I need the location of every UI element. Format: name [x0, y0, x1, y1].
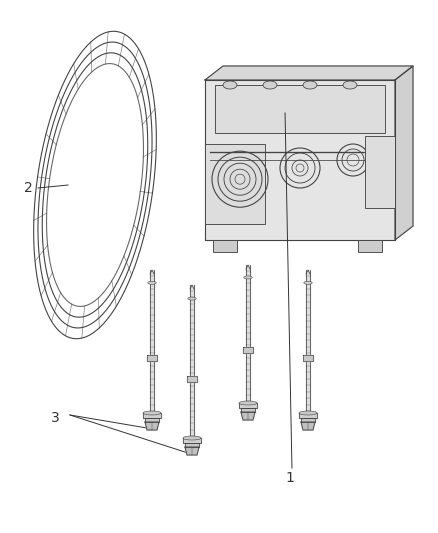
Polygon shape — [145, 418, 159, 422]
Polygon shape — [183, 438, 201, 443]
Ellipse shape — [143, 411, 161, 415]
Polygon shape — [303, 355, 313, 361]
Polygon shape — [190, 285, 194, 438]
Text: 1: 1 — [286, 471, 294, 485]
FancyBboxPatch shape — [365, 136, 395, 208]
Polygon shape — [145, 422, 159, 430]
Ellipse shape — [244, 276, 252, 279]
Polygon shape — [241, 412, 255, 420]
Polygon shape — [205, 80, 395, 240]
Polygon shape — [301, 422, 315, 430]
Polygon shape — [241, 408, 255, 412]
Ellipse shape — [304, 281, 312, 284]
Polygon shape — [239, 403, 257, 408]
FancyBboxPatch shape — [215, 85, 385, 133]
Polygon shape — [187, 376, 197, 382]
Polygon shape — [185, 443, 199, 447]
Ellipse shape — [343, 81, 357, 89]
Polygon shape — [301, 418, 315, 422]
Ellipse shape — [263, 81, 277, 89]
Polygon shape — [150, 270, 154, 413]
Polygon shape — [306, 270, 310, 413]
Ellipse shape — [223, 81, 237, 89]
Ellipse shape — [303, 81, 317, 89]
Polygon shape — [147, 355, 157, 361]
Ellipse shape — [299, 411, 317, 415]
Ellipse shape — [239, 401, 257, 405]
Polygon shape — [299, 413, 317, 418]
Polygon shape — [185, 447, 199, 455]
Text: 3: 3 — [51, 411, 60, 425]
Ellipse shape — [188, 297, 196, 300]
FancyBboxPatch shape — [358, 240, 382, 252]
Polygon shape — [143, 413, 161, 418]
Text: 2: 2 — [24, 181, 32, 195]
Polygon shape — [205, 66, 413, 80]
Ellipse shape — [148, 281, 156, 284]
Polygon shape — [395, 66, 413, 240]
FancyBboxPatch shape — [205, 144, 265, 224]
Ellipse shape — [183, 436, 201, 440]
Polygon shape — [243, 348, 253, 353]
FancyBboxPatch shape — [213, 240, 237, 252]
Polygon shape — [246, 265, 250, 403]
